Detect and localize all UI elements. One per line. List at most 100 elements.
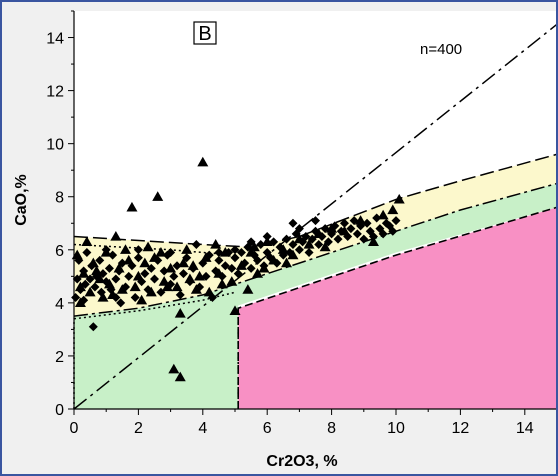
- fields-layer: [74, 11, 556, 409]
- diamond-point: [201, 271, 211, 281]
- diamond-point: [230, 245, 240, 255]
- diamond-point: [311, 216, 320, 226]
- triangle-point: [177, 257, 189, 268]
- triangle-point: [136, 294, 148, 305]
- y-tick-label: 12: [46, 84, 64, 101]
- triangle-point: [110, 231, 122, 241]
- panel-label: B: [198, 23, 211, 45]
- diamond-point: [288, 239, 298, 249]
- y-tick-label: 8: [55, 190, 64, 207]
- triangle-point: [387, 204, 399, 215]
- diamond-point: [294, 224, 304, 234]
- y-tick-label: 4: [55, 296, 64, 313]
- diamond-point: [207, 293, 217, 303]
- diamond-point: [317, 232, 327, 242]
- diamond-point: [116, 298, 126, 308]
- diamond-point: [114, 266, 124, 276]
- diamond-point: [80, 279, 90, 289]
- diamond-point: [256, 239, 266, 249]
- diamond-point: [90, 282, 100, 292]
- diamond-point: [314, 239, 324, 249]
- triangle-point: [171, 281, 183, 292]
- diamond-point: [330, 221, 340, 231]
- diamond-point: [339, 218, 349, 228]
- diamond-point: [275, 242, 285, 252]
- triangle-point: [81, 236, 93, 246]
- diamond-point: [246, 263, 256, 273]
- diamond-point: [169, 271, 179, 281]
- diamond-point: [272, 258, 282, 268]
- diamond-point: [214, 255, 224, 265]
- x-tick-label: 8: [327, 420, 336, 437]
- diamond-point: [346, 224, 356, 234]
- diamond-point: [159, 266, 169, 276]
- diamond-point: [121, 282, 131, 292]
- diamond-point: [265, 253, 275, 263]
- diamond-point: [246, 237, 256, 247]
- triangle-point: [248, 241, 260, 252]
- diamond-point: [146, 263, 156, 273]
- y-tick-label: 14: [46, 31, 64, 48]
- diamond-point: [185, 277, 195, 287]
- diamond-point: [82, 247, 92, 257]
- diamond-point: [143, 285, 153, 295]
- diamond-point: [240, 258, 250, 268]
- diamond-point: [74, 255, 84, 265]
- diamond-point: [101, 277, 111, 287]
- triangle-point: [287, 249, 299, 260]
- diamond-point: [75, 285, 85, 295]
- diamond-point: [104, 263, 114, 273]
- diamond-point: [288, 218, 298, 228]
- triangle-point: [281, 257, 293, 268]
- diamond-point: [156, 287, 166, 297]
- text-layer: B n=400 Cr2O3, % CaO,%: [13, 21, 462, 470]
- diamond-point: [301, 232, 311, 242]
- triangle-point: [165, 262, 177, 273]
- diamond-point: [172, 261, 182, 271]
- triangle-point: [393, 193, 405, 204]
- diamond-point: [133, 245, 143, 255]
- diamond-point: [166, 279, 176, 289]
- diamond-point: [327, 229, 337, 239]
- diamond-point: [262, 232, 272, 242]
- triangle-point: [367, 236, 379, 246]
- diamond-point: [111, 293, 121, 303]
- green-field: [74, 183, 556, 409]
- triangle-point: [152, 191, 164, 201]
- x-axis-label: Cr2O3, %: [266, 453, 337, 470]
- diamond-point: [88, 322, 98, 332]
- diamond-point: [101, 245, 111, 255]
- diamond-point: [198, 258, 208, 268]
- diamond-point: [352, 229, 362, 239]
- diamond-point: [87, 261, 97, 271]
- diamond-point: [133, 253, 143, 263]
- panel-label-box: [193, 21, 217, 45]
- y-tick-label: 0: [55, 402, 64, 419]
- diamond-point: [282, 234, 292, 244]
- triangle-point: [103, 278, 115, 289]
- triangle-point: [174, 307, 186, 318]
- points-layer: [71, 156, 405, 382]
- diamond-point: [140, 269, 150, 279]
- x-tick-label: 10: [387, 420, 405, 437]
- diamond-point: [378, 229, 388, 239]
- diamond-point: [224, 247, 234, 257]
- y-axis-label: CaO,%: [13, 174, 30, 226]
- triangle-point: [229, 305, 241, 315]
- triangle-point: [97, 292, 109, 302]
- diamond-point: [336, 226, 346, 236]
- diamond-point: [79, 295, 89, 305]
- diamond-point: [362, 218, 372, 228]
- diamond-point: [391, 216, 401, 226]
- diamond-point: [111, 274, 121, 284]
- triangle-point: [91, 265, 103, 276]
- diamond-point: [98, 269, 108, 279]
- diamond-point: [323, 237, 333, 247]
- triangle-point: [252, 268, 264, 278]
- triangle-point: [94, 273, 106, 284]
- diamond-point: [153, 255, 163, 265]
- pink-field: [238, 207, 556, 409]
- diamond-point: [85, 274, 95, 284]
- triangle-point: [216, 278, 228, 289]
